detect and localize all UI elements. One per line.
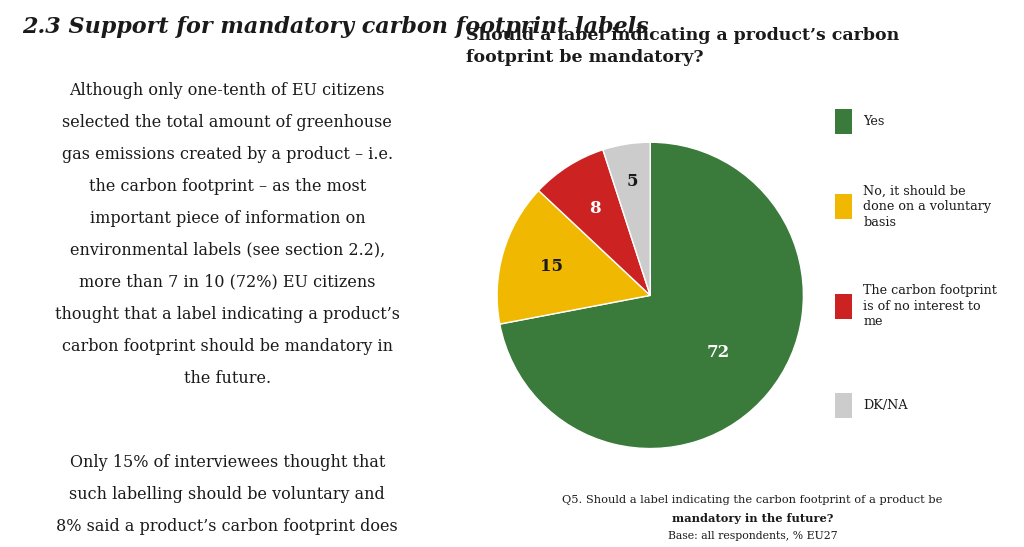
Text: carbon footprint should be mandatory in: carbon footprint should be mandatory in xyxy=(61,337,393,354)
Text: DK/NA: DK/NA xyxy=(863,399,908,412)
Text: selected the total amount of greenhouse: selected the total amount of greenhouse xyxy=(62,114,392,131)
Text: more than 7 in 10 (72%) EU citizens: more than 7 in 10 (72%) EU citizens xyxy=(79,274,376,290)
Text: the future.: the future. xyxy=(183,370,271,387)
Text: 8: 8 xyxy=(590,200,601,217)
Bar xyxy=(835,194,852,219)
Text: Yes: Yes xyxy=(863,115,885,128)
Wedge shape xyxy=(539,150,650,295)
Text: The carbon footprint
is of no interest to
me: The carbon footprint is of no interest t… xyxy=(863,284,997,328)
Text: No, it should be
done on a voluntary
basis: No, it should be done on a voluntary bas… xyxy=(863,185,991,229)
Bar xyxy=(835,294,852,319)
Text: 5: 5 xyxy=(627,173,638,190)
Wedge shape xyxy=(603,142,650,295)
Text: Only 15% of interviewees thought that: Only 15% of interviewees thought that xyxy=(70,454,385,471)
Text: Should a label indicating a product’s carbon
footprint be mandatory?: Should a label indicating a product’s ca… xyxy=(466,27,899,66)
Wedge shape xyxy=(500,142,804,449)
Text: Base: all respondents, % EU27: Base: all respondents, % EU27 xyxy=(668,531,838,540)
Text: 8% said a product’s carbon footprint does: 8% said a product’s carbon footprint doe… xyxy=(56,518,398,535)
Text: gas emissions created by a product – i.e.: gas emissions created by a product – i.e… xyxy=(61,146,393,163)
Text: the carbon footprint – as the most: the carbon footprint – as the most xyxy=(89,178,366,195)
Text: mandatory in the future?: mandatory in the future? xyxy=(672,513,834,524)
Text: environmental labels (see section 2.2),: environmental labels (see section 2.2), xyxy=(70,242,385,259)
Text: 72: 72 xyxy=(707,344,730,360)
Text: 15: 15 xyxy=(541,258,563,275)
Text: 2.3 Support for mandatory carbon footprint labels: 2.3 Support for mandatory carbon footpri… xyxy=(23,16,649,38)
Text: thought that a label indicating a product’s: thought that a label indicating a produc… xyxy=(55,306,399,323)
Text: such labelling should be voluntary and: such labelling should be voluntary and xyxy=(70,486,385,503)
Text: important piece of information on: important piece of information on xyxy=(89,210,366,227)
Bar xyxy=(835,393,852,418)
Wedge shape xyxy=(497,190,650,324)
Text: Q5. Should a label indicating the carbon footprint of a product be: Q5. Should a label indicating the carbon… xyxy=(562,495,943,505)
Text: Although only one-tenth of EU citizens: Although only one-tenth of EU citizens xyxy=(70,82,385,99)
Bar xyxy=(835,109,852,134)
